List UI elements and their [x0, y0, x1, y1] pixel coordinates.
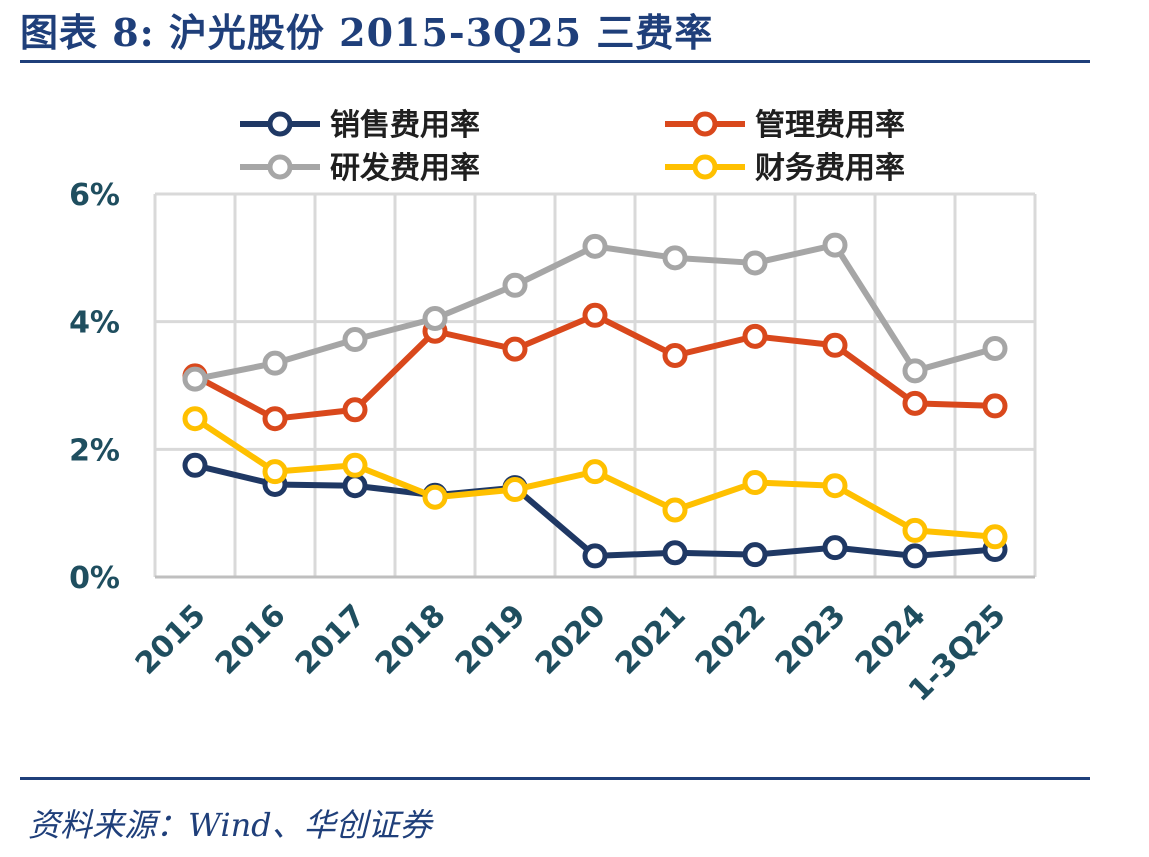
title-divider — [20, 60, 1090, 63]
data-point — [582, 459, 608, 485]
data-point — [582, 302, 608, 328]
data-point — [342, 397, 368, 423]
x-tick-label: 2020 — [529, 598, 613, 682]
legend-label: 销售费用率 — [330, 108, 480, 143]
data-point — [342, 452, 368, 478]
x-tick-label: 2021 — [609, 598, 693, 682]
data-point — [502, 336, 528, 362]
figure-title: 图表 8: 沪光股份 2015-3Q25 三费率 — [20, 10, 714, 55]
data-point — [902, 358, 928, 384]
data-point — [742, 470, 768, 496]
x-tick-label: 2022 — [689, 598, 773, 682]
x-tick-label: 2018 — [369, 598, 453, 682]
data-point — [982, 335, 1008, 361]
data-point — [822, 332, 848, 358]
data-point — [742, 542, 768, 568]
data-point — [502, 477, 528, 503]
y-tick-label: 6% — [69, 178, 120, 213]
data-point — [582, 543, 608, 569]
data-point — [662, 342, 688, 368]
data-point — [662, 245, 688, 271]
data-point — [422, 305, 448, 331]
x-tick-label: 2019 — [449, 598, 533, 682]
y-tick-label: 4% — [69, 306, 120, 341]
legend-label: 研发费用率 — [330, 151, 480, 186]
y-tick-label: 0% — [69, 561, 120, 596]
x-tick-label: 2023 — [769, 598, 853, 682]
data-point — [502, 272, 528, 298]
data-point — [822, 535, 848, 561]
data-point — [262, 350, 288, 376]
x-tick-label: 2017 — [289, 598, 373, 682]
legend-label: 财务费用率 — [755, 151, 905, 186]
data-point — [182, 406, 208, 432]
data-point — [982, 393, 1008, 419]
data-point — [182, 452, 208, 478]
data-point — [902, 390, 928, 416]
data-point — [822, 232, 848, 258]
legend-marker — [692, 154, 718, 180]
data-point — [662, 540, 688, 566]
data-point — [262, 406, 288, 432]
data-point — [902, 543, 928, 569]
data-point — [902, 517, 928, 543]
data-point — [422, 484, 448, 510]
legend-marker — [692, 111, 718, 137]
x-tick-label: 2016 — [209, 598, 293, 682]
data-point — [822, 473, 848, 499]
legend-label: 管理费用率 — [755, 108, 905, 143]
legend-marker — [267, 111, 293, 137]
data-point — [182, 366, 208, 392]
x-tick-label: 2015 — [129, 598, 213, 682]
data-point — [742, 250, 768, 276]
data-point — [582, 233, 608, 259]
data-point — [342, 327, 368, 353]
source-note: 资料来源：Wind、华创证券 — [28, 806, 432, 844]
footer-divider — [20, 777, 1090, 780]
data-point — [742, 323, 768, 349]
data-point — [982, 524, 1008, 550]
legend-marker — [267, 154, 293, 180]
data-point — [662, 497, 688, 523]
y-tick-label: 2% — [69, 433, 120, 468]
data-point — [342, 473, 368, 499]
data-point — [262, 459, 288, 485]
